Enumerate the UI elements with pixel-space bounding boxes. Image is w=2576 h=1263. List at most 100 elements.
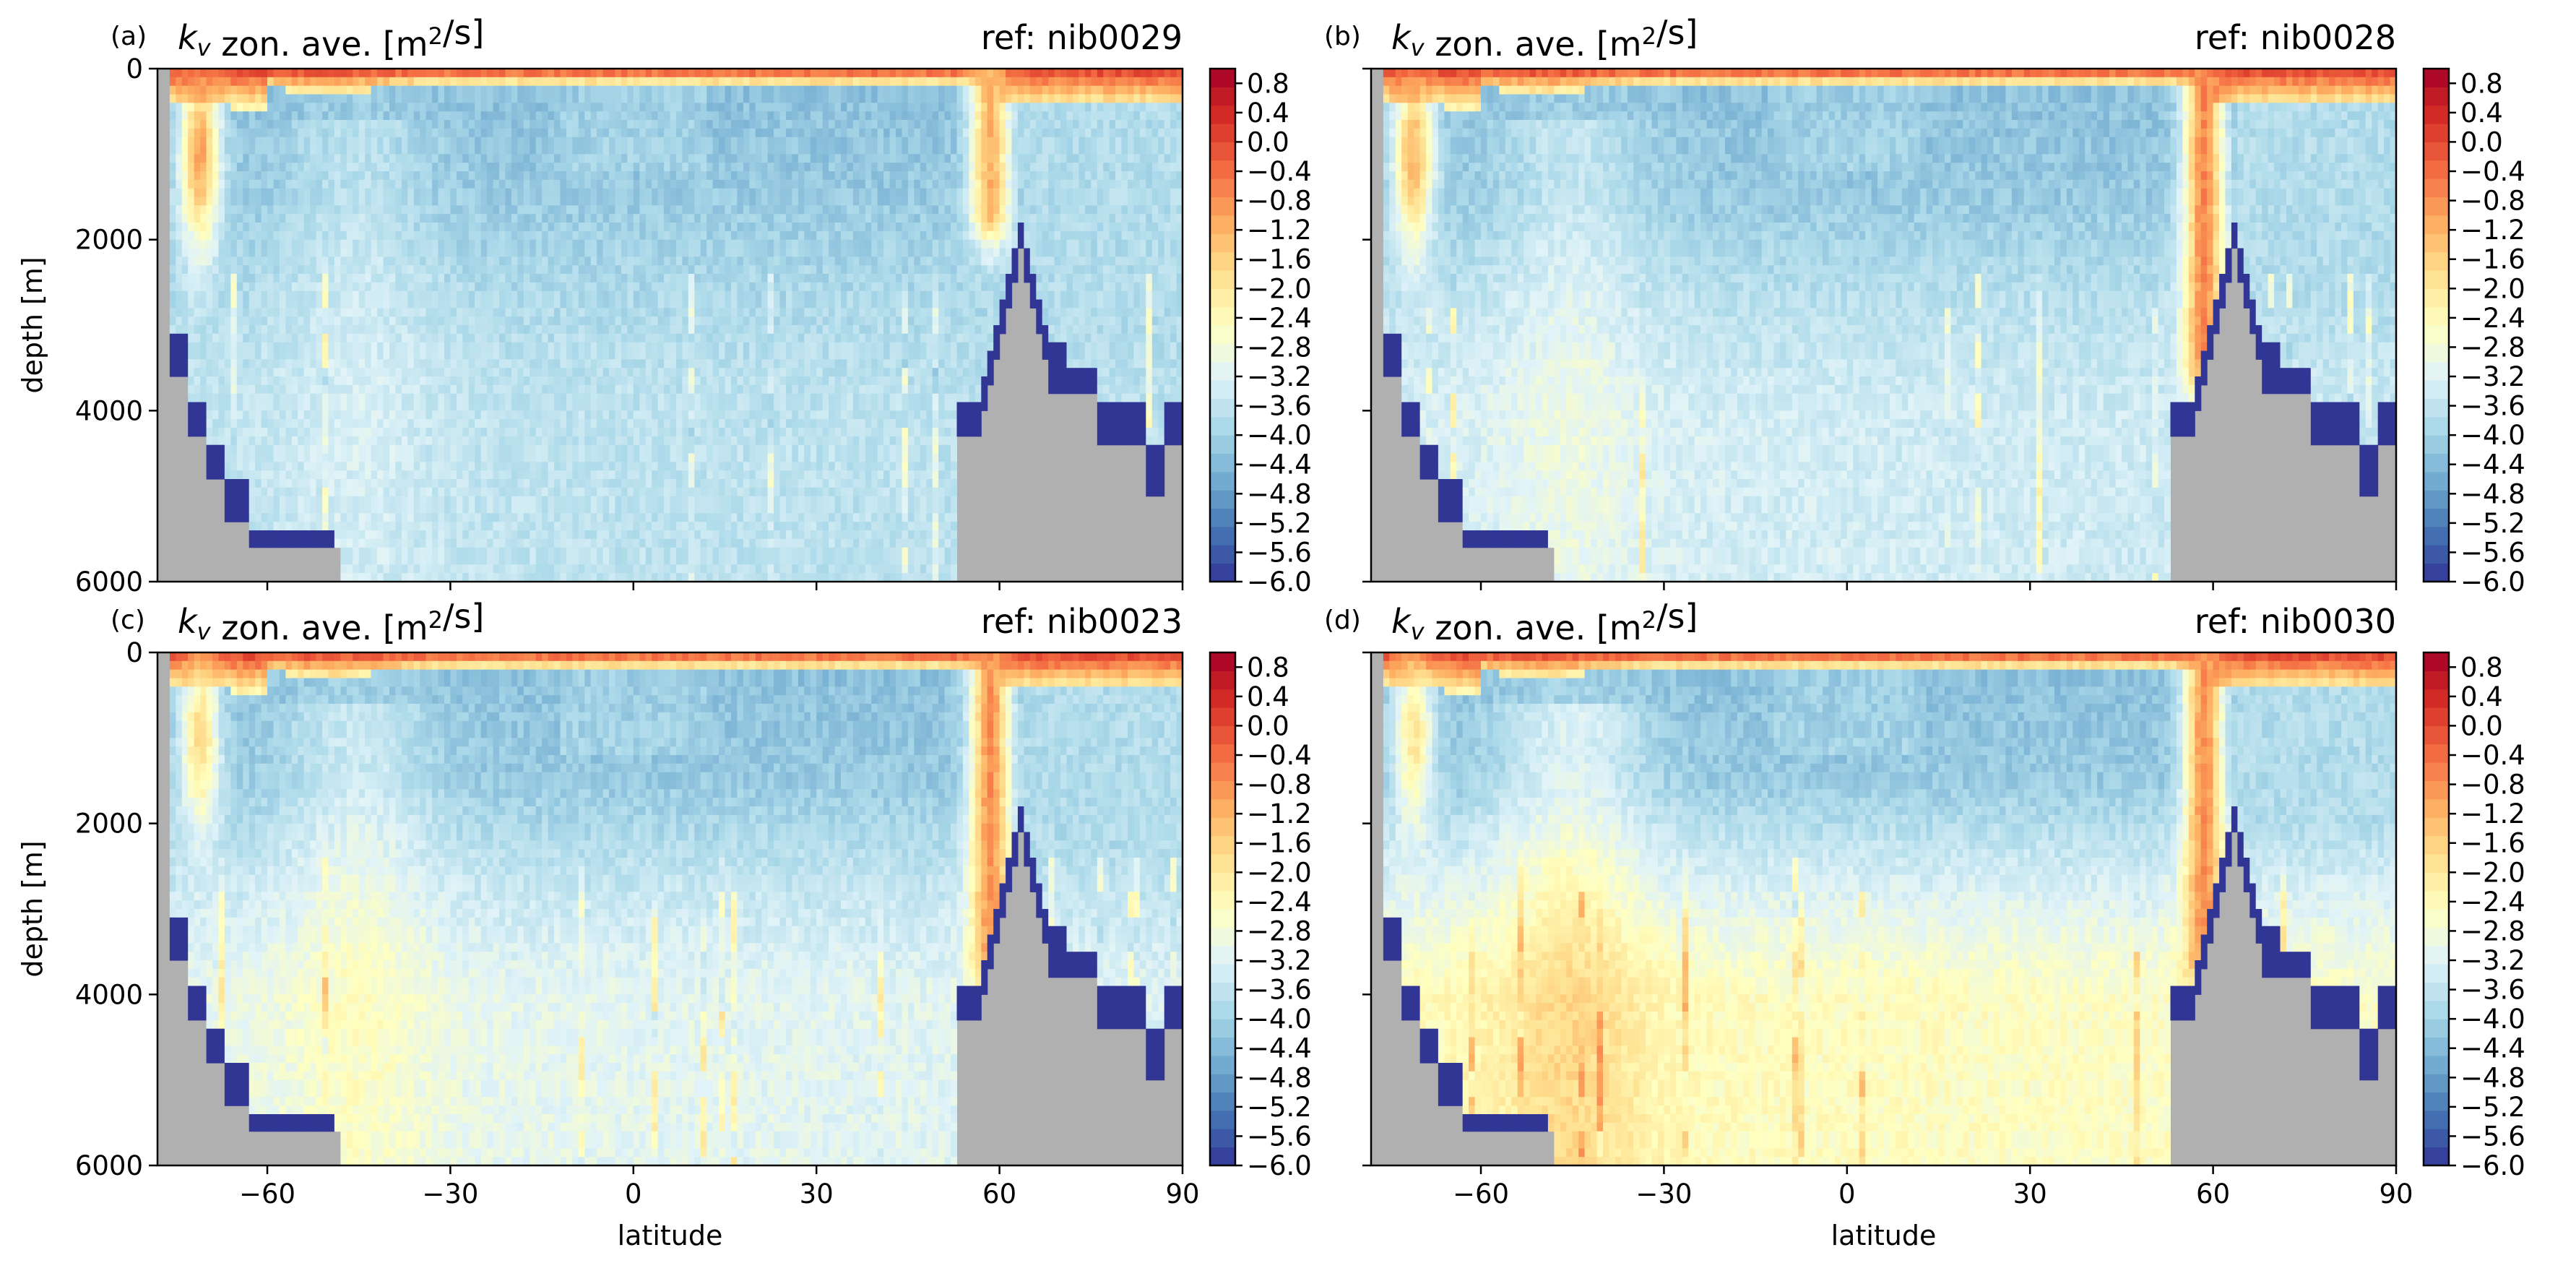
heatmap-cell	[188, 69, 194, 77]
heatmap-cell	[639, 300, 646, 309]
heatmap-cell	[670, 163, 677, 171]
heatmap-cell	[646, 359, 652, 368]
heatmap-cell	[262, 249, 268, 257]
heatmap-cell	[682, 308, 688, 316]
heatmap-cell	[725, 410, 732, 419]
heatmap-cell	[621, 283, 628, 291]
heatmap-cell	[212, 69, 219, 77]
heatmap-cell	[469, 214, 475, 223]
heatmap-cell	[444, 351, 451, 360]
heatmap-cell	[407, 146, 414, 155]
heatmap-cell	[634, 445, 640, 462]
heatmap-cell	[713, 197, 719, 206]
heatmap-cell	[652, 470, 658, 479]
heatmap-cell	[701, 95, 707, 103]
heatmap-cell	[304, 308, 311, 316]
heatmap-cell	[298, 283, 304, 291]
heatmap-cell	[207, 129, 213, 137]
heatmap-cell	[524, 137, 530, 146]
heatmap-cell	[639, 325, 646, 334]
heatmap-cell	[536, 368, 543, 376]
heatmap-cell	[243, 334, 249, 342]
heatmap-cell	[359, 69, 366, 77]
heatmap-cell	[566, 368, 573, 376]
heatmap-cell	[316, 231, 323, 240]
heatmap-cell	[572, 479, 579, 488]
heatmap-cell	[432, 111, 438, 129]
heatmap-cell	[280, 95, 286, 103]
heatmap-cell	[230, 205, 237, 214]
heatmap-cell	[688, 197, 695, 206]
heatmap-cell	[420, 300, 426, 309]
heatmap-cell	[212, 436, 219, 445]
heatmap-cell	[542, 376, 548, 385]
heatmap-cell	[298, 86, 304, 95]
heatmap-cell	[737, 334, 743, 342]
heatmap-cell	[542, 470, 548, 479]
heatmap-cell	[243, 86, 249, 95]
heatmap-cell	[627, 180, 634, 189]
heatmap-cell	[597, 376, 603, 385]
heatmap-cell	[407, 496, 414, 514]
heatmap-cell	[652, 419, 658, 428]
heatmap-cell	[450, 308, 457, 316]
heatmap-cell	[713, 334, 719, 342]
heatmap-cell	[243, 308, 249, 316]
heatmap-cell	[176, 223, 182, 231]
heatmap-cell	[731, 265, 738, 283]
heatmap-cell	[316, 171, 323, 180]
heatmap-cell	[420, 265, 426, 274]
heatmap-cell	[274, 137, 280, 146]
heatmap-cell	[634, 197, 640, 206]
heatmap-cell	[706, 479, 713, 488]
heatmap-cell	[365, 249, 371, 257]
heatmap-cell	[249, 385, 256, 394]
heatmap-cell	[719, 479, 725, 488]
heatmap-cell	[627, 223, 634, 231]
heatmap-cell	[688, 359, 695, 368]
heatmap-cell	[579, 470, 585, 479]
heatmap-cell	[676, 334, 683, 342]
heatmap-cell	[200, 274, 207, 283]
heatmap-cell	[353, 205, 359, 214]
heatmap-cell	[249, 283, 256, 291]
heatmap-cell	[426, 214, 433, 223]
heatmap-cell	[499, 368, 506, 376]
heatmap-cell	[572, 214, 579, 223]
heatmap-cell	[688, 564, 695, 573]
heatmap-cell	[377, 249, 384, 257]
heatmap-cell	[517, 257, 524, 265]
heatmap-cell	[579, 496, 585, 514]
heatmap-cell	[420, 376, 426, 385]
heatmap-cell	[530, 342, 536, 351]
heatmap-cell	[262, 428, 268, 436]
heatmap-cell	[737, 197, 743, 215]
heatmap-cell	[414, 436, 420, 445]
heatmap-cell	[255, 120, 262, 129]
heatmap-cell	[725, 137, 732, 146]
heatmap-cell	[737, 137, 743, 146]
heatmap-cell	[329, 334, 335, 342]
heatmap-cell	[207, 223, 213, 231]
heatmap-cell	[572, 231, 579, 240]
heatmap-cell	[316, 402, 323, 411]
heatmap-cell	[505, 316, 511, 325]
heatmap-cell	[402, 376, 408, 385]
heatmap-cell	[255, 240, 262, 249]
heatmap-cell	[713, 171, 719, 180]
heatmap-cell	[664, 137, 670, 146]
heatmap-cell	[444, 342, 451, 351]
heatmap-cell	[310, 428, 316, 436]
heatmap-cell	[457, 316, 463, 325]
heatmap-cell	[329, 265, 335, 274]
heatmap-cell	[530, 197, 536, 206]
heatmap-cell	[511, 205, 518, 214]
heatmap-cell	[621, 86, 628, 95]
heatmap-cell	[591, 385, 597, 394]
heatmap-cell	[230, 368, 237, 376]
heatmap-cell	[255, 351, 262, 360]
heatmap-cell	[694, 197, 701, 206]
heatmap-cell	[230, 249, 237, 257]
heatmap-cell	[719, 205, 725, 214]
heatmap-cell	[438, 274, 445, 283]
